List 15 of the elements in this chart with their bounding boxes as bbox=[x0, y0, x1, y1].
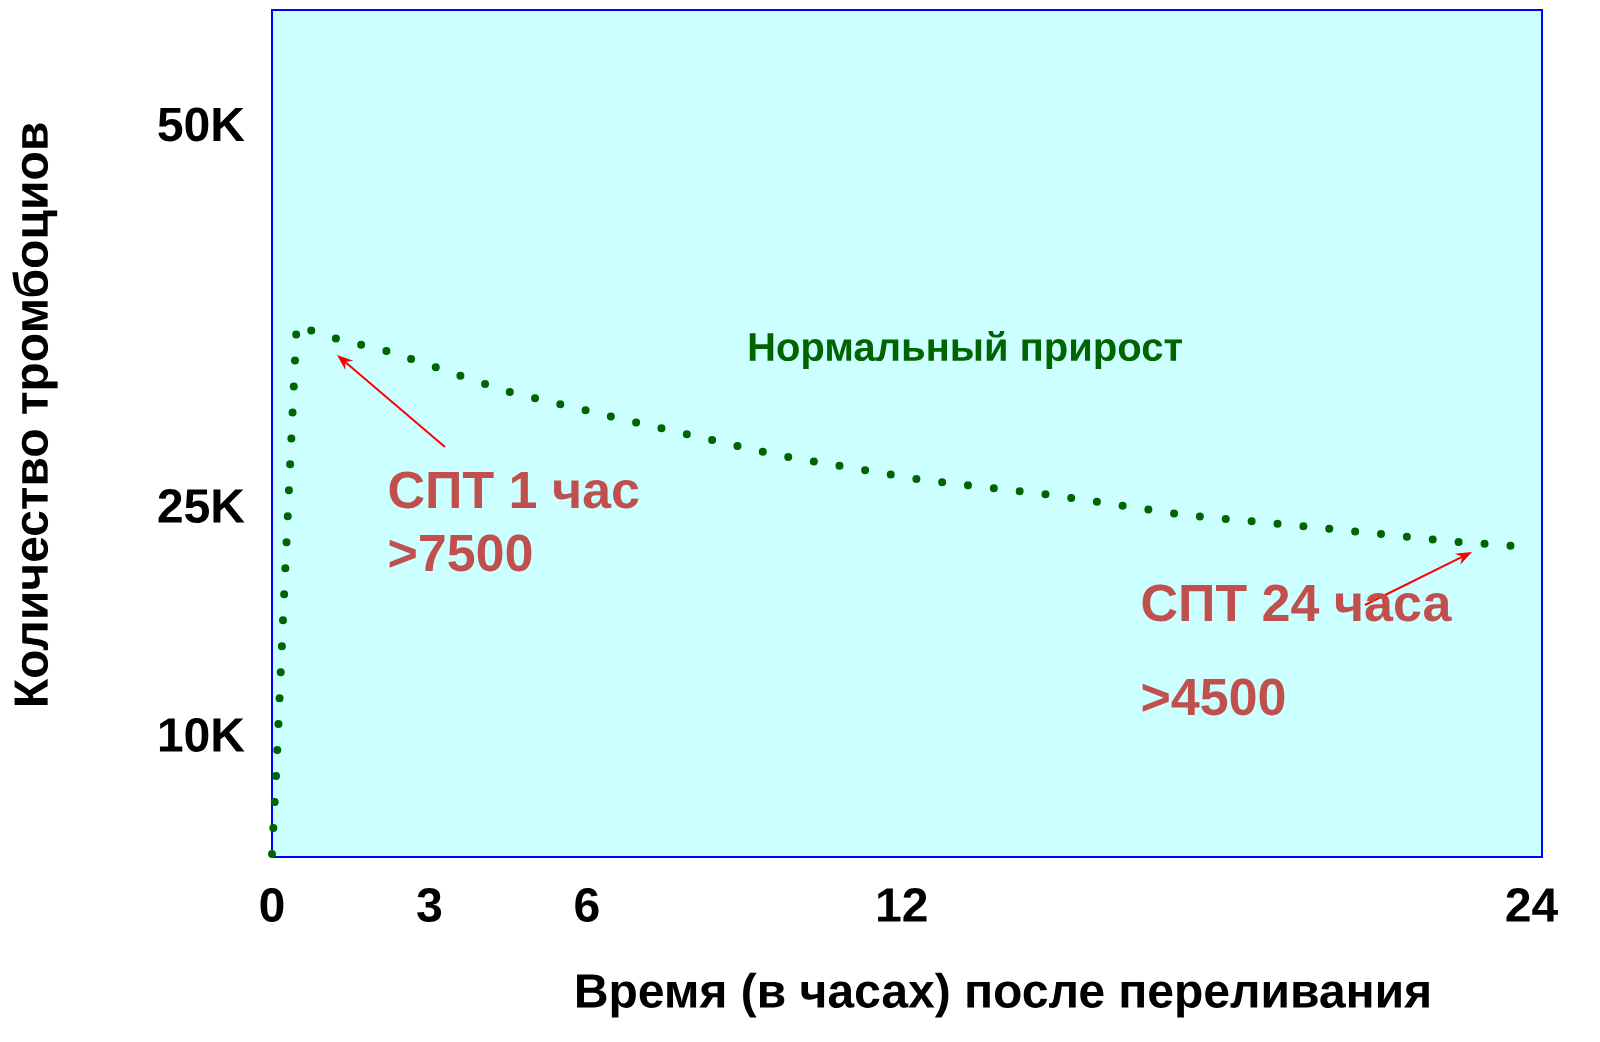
y-tick-label: 50K bbox=[158, 107, 245, 142]
x-tick-label: 12 bbox=[878, 888, 927, 922]
series-label: Нормальный прирост bbox=[749, 330, 1182, 370]
y-axis-title: Количество тромбоциов bbox=[12, 123, 58, 705]
y-tick-label: 25K bbox=[158, 488, 245, 523]
y-tick-label: 10K bbox=[159, 717, 245, 752]
annotation: СПТ 1 час bbox=[389, 471, 639, 509]
annotation: >7500 bbox=[389, 534, 532, 572]
x-tick-label: 0 bbox=[260, 888, 284, 923]
x-axis-title: Время (в часах) после переливания bbox=[577, 972, 1429, 1018]
x-tick-label: 6 bbox=[575, 888, 599, 923]
x-tick-label: 24 bbox=[1506, 888, 1558, 922]
annotation: СПТ 24 часа bbox=[1142, 584, 1452, 622]
x-tick-label: 3 bbox=[417, 888, 442, 923]
annotation: >4500 bbox=[1142, 678, 1285, 716]
